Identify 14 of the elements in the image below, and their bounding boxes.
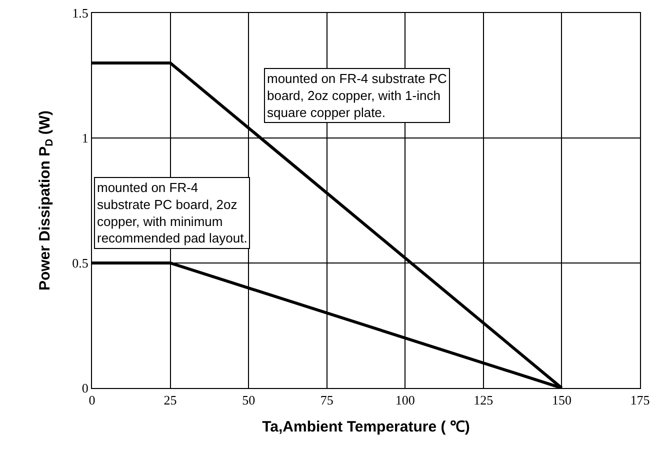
y-tick-label: 1.5 [72, 6, 88, 21]
y-tick-label: 1 [82, 130, 88, 146]
x-axis-title: Ta,Ambient Temperature ( ℃) [262, 418, 470, 436]
x-tick-label: 25 [164, 392, 177, 408]
x-tick-label: 100 [395, 392, 415, 408]
x-tick-label: 50 [242, 392, 256, 408]
annotation: mounted on FR-4 substrate PC board, 2oz copper, with minimum recommended pad layout. [97, 180, 248, 246]
x-tick-label: 125 [474, 392, 494, 408]
annotation: mounted on FR-4 substrate PC board, 2oz copper, with 1-inch square copper plate. [267, 71, 447, 120]
y-tick-label: 0 [82, 380, 88, 396]
x-tick-label: 150 [552, 392, 572, 408]
x-tick-label: 75 [320, 392, 334, 408]
y-tick-label: 0.5 [72, 256, 88, 271]
x-tick-label: 175 [630, 392, 650, 408]
